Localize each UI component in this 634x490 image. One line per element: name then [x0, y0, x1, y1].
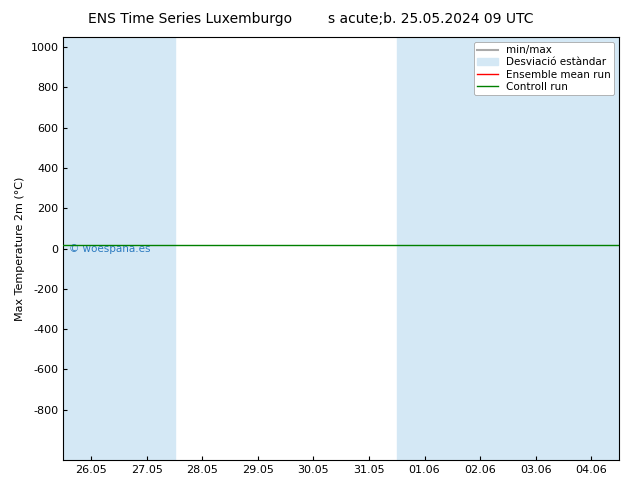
Text: s acute;b. 25.05.2024 09 UTC: s acute;b. 25.05.2024 09 UTC: [328, 12, 534, 26]
Y-axis label: Max Temperature 2m (°C): Max Temperature 2m (°C): [15, 176, 25, 321]
Bar: [63, 37, 174, 460]
Text: ENS Time Series Luxemburgo: ENS Time Series Luxemburgo: [88, 12, 292, 26]
Text: © woespana.es: © woespana.es: [69, 244, 150, 254]
Bar: [508, 37, 619, 460]
Bar: [397, 37, 508, 460]
Legend: min/max, Desviació estàndar, Ensemble mean run, Controll run: min/max, Desviació estàndar, Ensemble me…: [474, 42, 614, 95]
